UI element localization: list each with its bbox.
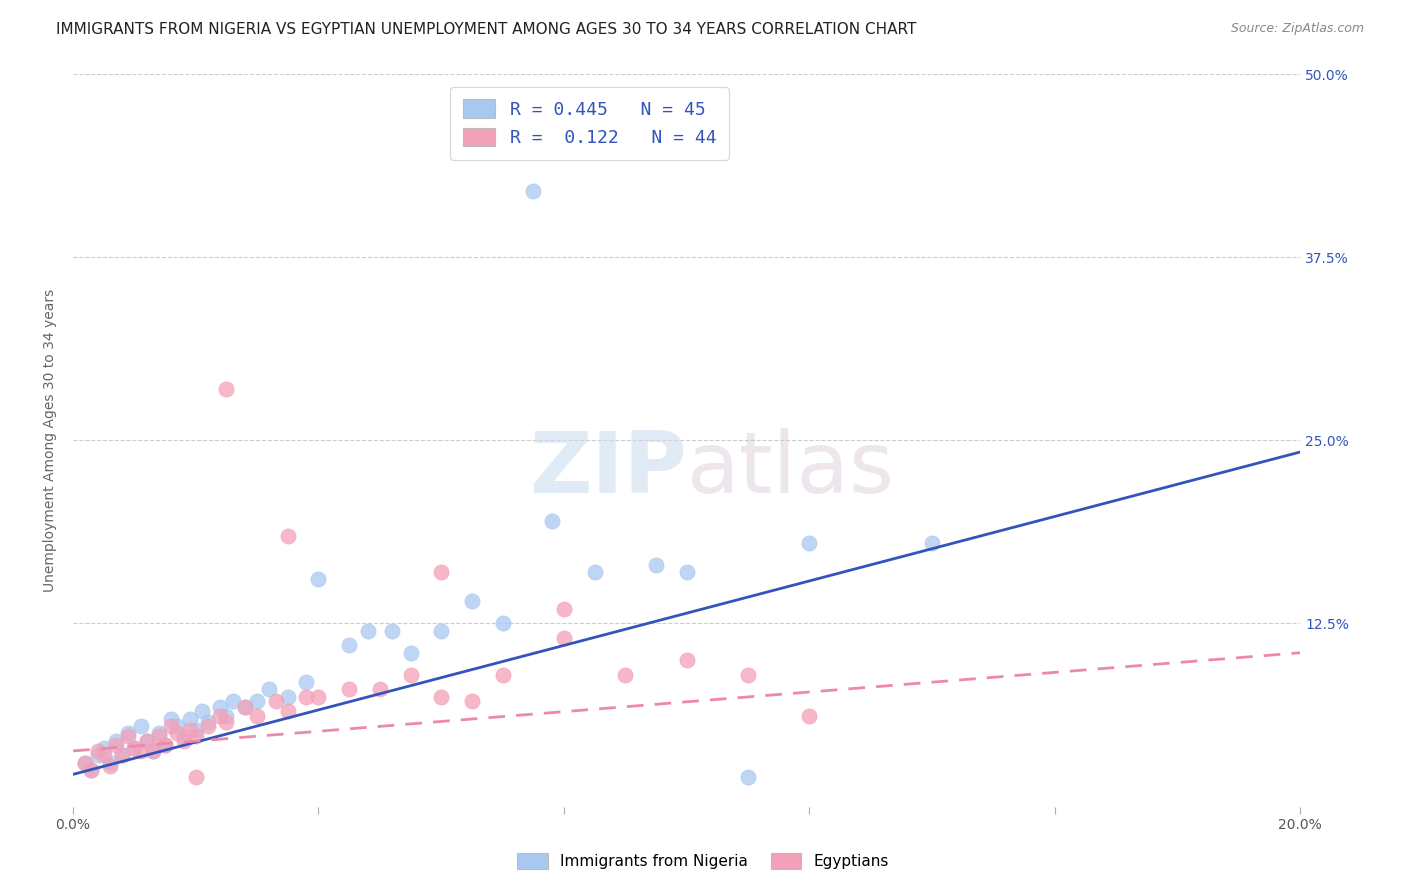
Point xyxy=(430,624,453,638)
Point xyxy=(75,756,97,770)
Point xyxy=(461,594,484,608)
Point xyxy=(142,744,165,758)
Point xyxy=(160,712,183,726)
Point xyxy=(277,690,299,704)
Point xyxy=(148,729,170,743)
Point xyxy=(430,565,453,579)
Point xyxy=(259,682,281,697)
Point xyxy=(381,624,404,638)
Point xyxy=(135,733,157,747)
Point xyxy=(356,624,378,638)
Point xyxy=(166,726,188,740)
Point xyxy=(142,744,165,758)
Point xyxy=(277,704,299,718)
Point xyxy=(295,675,318,690)
Point xyxy=(233,700,256,714)
Point xyxy=(160,719,183,733)
Point xyxy=(215,382,238,396)
Point xyxy=(86,748,108,763)
Legend: Immigrants from Nigeria, Egyptians: Immigrants from Nigeria, Egyptians xyxy=(510,847,896,875)
Point xyxy=(337,682,360,697)
Point xyxy=(308,690,330,704)
Point xyxy=(491,616,513,631)
Point xyxy=(614,667,637,681)
Point xyxy=(148,726,170,740)
Point xyxy=(117,726,139,740)
Point xyxy=(277,528,299,542)
Point xyxy=(184,723,207,738)
Point xyxy=(737,667,759,681)
Point xyxy=(98,756,121,770)
Point xyxy=(124,741,146,756)
Point xyxy=(209,708,232,723)
Point xyxy=(117,729,139,743)
Point xyxy=(399,646,422,660)
Point xyxy=(430,690,453,704)
Point xyxy=(553,602,575,616)
Point xyxy=(184,770,207,784)
Point xyxy=(197,719,219,733)
Point xyxy=(215,714,238,729)
Point xyxy=(93,748,115,763)
Legend: R = 0.445   N = 45, R =  0.122   N = 44: R = 0.445 N = 45, R = 0.122 N = 44 xyxy=(450,87,730,160)
Point xyxy=(197,714,219,729)
Point xyxy=(184,729,207,743)
Point xyxy=(135,733,157,747)
Y-axis label: Unemployment Among Ages 30 to 34 years: Unemployment Among Ages 30 to 34 years xyxy=(44,289,58,592)
Point xyxy=(111,748,134,763)
Point xyxy=(295,690,318,704)
Point xyxy=(675,565,697,579)
Point xyxy=(80,763,103,777)
Point xyxy=(129,719,152,733)
Text: ZIP: ZIP xyxy=(529,428,686,511)
Point xyxy=(799,536,821,550)
Point xyxy=(737,770,759,784)
Point xyxy=(173,729,195,743)
Point xyxy=(80,763,103,777)
Point xyxy=(799,708,821,723)
Point xyxy=(399,667,422,681)
Point xyxy=(246,694,269,708)
Point xyxy=(645,558,668,572)
Point xyxy=(153,738,176,752)
Point xyxy=(105,738,128,752)
Point xyxy=(540,514,562,528)
Point xyxy=(675,653,697,667)
Point xyxy=(522,184,544,198)
Point xyxy=(153,738,176,752)
Point xyxy=(921,536,943,550)
Point xyxy=(461,694,484,708)
Point xyxy=(583,565,606,579)
Point xyxy=(179,723,201,738)
Point xyxy=(124,741,146,756)
Point xyxy=(129,744,152,758)
Point xyxy=(246,708,269,723)
Point xyxy=(166,719,188,733)
Point xyxy=(111,748,134,763)
Point xyxy=(179,712,201,726)
Point xyxy=(308,573,330,587)
Point xyxy=(553,631,575,645)
Point xyxy=(233,700,256,714)
Point xyxy=(491,667,513,681)
Text: Source: ZipAtlas.com: Source: ZipAtlas.com xyxy=(1230,22,1364,36)
Point xyxy=(215,708,238,723)
Point xyxy=(173,733,195,747)
Point xyxy=(86,744,108,758)
Point xyxy=(191,704,214,718)
Point xyxy=(264,694,287,708)
Point xyxy=(75,756,97,770)
Point xyxy=(93,741,115,756)
Point xyxy=(98,758,121,772)
Point xyxy=(368,682,391,697)
Point xyxy=(209,700,232,714)
Text: atlas: atlas xyxy=(686,428,894,511)
Point xyxy=(337,639,360,653)
Point xyxy=(221,694,243,708)
Text: IMMIGRANTS FROM NIGERIA VS EGYPTIAN UNEMPLOYMENT AMONG AGES 30 TO 34 YEARS CORRE: IMMIGRANTS FROM NIGERIA VS EGYPTIAN UNEM… xyxy=(56,22,917,37)
Point xyxy=(105,733,128,747)
